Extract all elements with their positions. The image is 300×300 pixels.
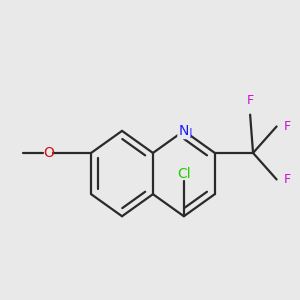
Text: O: O — [43, 146, 54, 160]
Text: Cl: Cl — [177, 167, 191, 181]
Text: F: F — [284, 173, 291, 186]
Text: F: F — [247, 94, 254, 107]
Text: N: N — [181, 127, 193, 141]
Text: F: F — [284, 120, 291, 133]
Text: N: N — [179, 124, 189, 138]
